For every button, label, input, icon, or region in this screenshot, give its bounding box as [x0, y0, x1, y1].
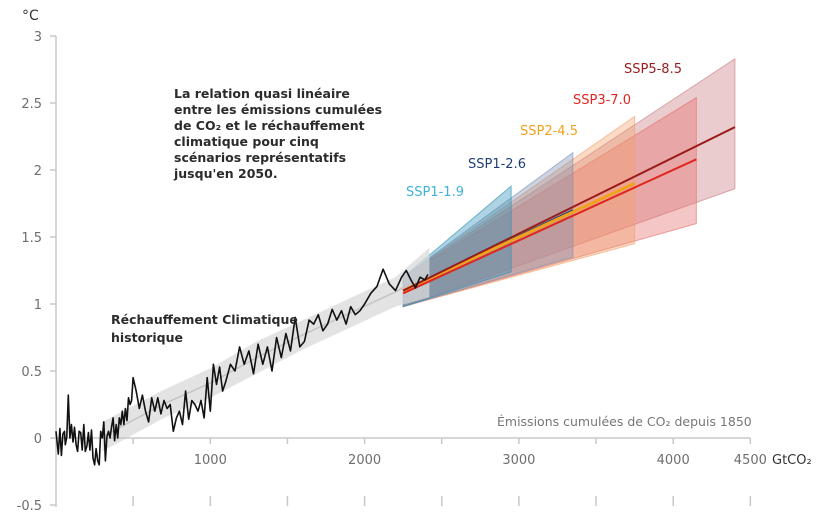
annotation-line: La relation quasi linéaire	[174, 86, 350, 101]
annotation-line: climatique pour cinq	[174, 134, 319, 149]
x-tick-label: 4000	[657, 453, 690, 468]
scenario-label-ssp1-1.9: SSP1-1.9	[406, 185, 464, 200]
y-tick-label: 3	[34, 30, 42, 45]
annotation-line: jusqu'en 2050.	[173, 166, 278, 181]
historical-line	[55, 268, 429, 466]
scenario-label-ssp5-8.5: SSP5-8.5	[624, 62, 682, 77]
x-axis-caption: Émissions cumulées de CO₂ depuis 1850	[497, 414, 752, 429]
scenario-label-ssp1-2.6: SSP1-2.6	[468, 157, 526, 172]
y-tick-label: -0.5	[17, 499, 42, 514]
y-tick-label: 1.5	[21, 231, 42, 246]
x-tick-label: 4500	[734, 453, 767, 468]
axes: 3 2.5 2 1.5 1 0.5 0 -0.5 1000 2000 3000 4000 4500	[17, 30, 767, 514]
x-tick-label: 2000	[348, 453, 381, 468]
x-axis-unit: GtCO₂	[772, 453, 812, 468]
annotation-line: Réchauffement Climatique	[111, 312, 298, 327]
annotation-line: scénarios représentatifs	[174, 150, 346, 165]
labels: SSP1-1.9 SSP1-2.6 SSP2-4.5 SSP3-7.0 SSP5-8.5	[406, 62, 682, 200]
x-tick-label: 1000	[194, 453, 227, 468]
line-ssp5-8.5	[402, 126, 736, 292]
scenario-bands	[402, 57, 736, 308]
y-axis-unit: °C	[22, 8, 39, 24]
historical-group	[55, 268, 429, 466]
main-annotation: La relation quasi linéaire entre les émi…	[173, 86, 386, 181]
annotation-line: entre les émissions cumulées	[174, 102, 382, 117]
historical-annotation: Réchauffement Climatique historique	[111, 312, 302, 345]
scenario-lines	[402, 126, 736, 295]
historical-trend-line	[101, 271, 430, 438]
scenario-label-ssp3-7.0: SSP3-7.0	[573, 93, 631, 108]
scenario-label-ssp2-4.5: SSP2-4.5	[520, 124, 578, 139]
y-tick-label: 0.5	[21, 365, 42, 380]
x-tick-label: 3000	[502, 453, 535, 468]
y-tick-label: 2.5	[21, 97, 42, 112]
line-ssp2-4.5	[402, 182, 636, 292]
line-ssp3-7.0	[402, 158, 697, 295]
y-tick-label: 1	[34, 298, 42, 313]
annotation-line: de CO₂ et le réchauffement	[174, 118, 365, 133]
y-tick-label: 0	[34, 432, 42, 447]
annotation-line: historique	[111, 330, 183, 345]
y-tick-label: 2	[34, 164, 42, 179]
